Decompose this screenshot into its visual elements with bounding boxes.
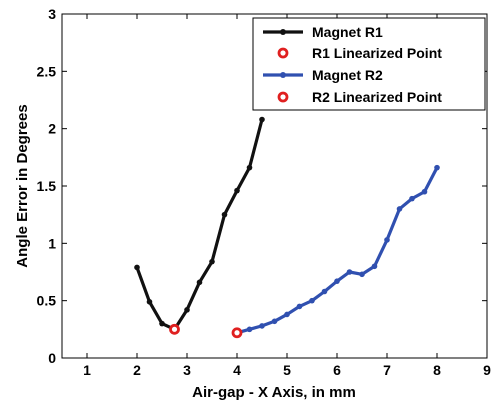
y-tick-label: 0 — [48, 350, 56, 366]
data-point — [434, 164, 440, 171]
data-point — [296, 303, 303, 310]
series-layer — [134, 116, 440, 339]
x-tick-label: 6 — [333, 362, 341, 378]
data-point — [421, 188, 428, 195]
data-point — [221, 211, 228, 218]
series-r2-linearized-point — [231, 327, 243, 339]
x-tick-label: 7 — [383, 362, 391, 378]
data-point — [284, 311, 290, 318]
data-point — [371, 263, 378, 270]
x-tick-label: 8 — [433, 362, 441, 378]
data-point — [196, 279, 203, 286]
x-tick-label: 2 — [133, 362, 141, 378]
x-tick-label: 5 — [283, 362, 291, 378]
data-point — [409, 195, 415, 202]
data-point — [321, 288, 328, 295]
legend-item-magnet-r1: Magnet R1 — [263, 24, 383, 40]
data-point — [309, 297, 315, 304]
legend-item-r2-linearized-point: R2 Linearized Point — [277, 89, 442, 105]
x-axis-title: Air-gap - X Axis, in mm — [192, 384, 356, 401]
y-tick-label: 3 — [48, 6, 56, 22]
data-point — [271, 318, 278, 325]
linearized-point — [231, 327, 243, 339]
ticks — [62, 13, 488, 359]
data-point — [359, 271, 365, 278]
legend-label: R2 Linearized Point — [312, 89, 442, 105]
tick-labels: 1 2 3 4 5 6 7 8 9 0 0.5 1 1.5 2 2.5 3 — [37, 6, 492, 378]
x-tick-label: 1 — [83, 362, 91, 378]
legend-swatch-marker — [277, 47, 289, 59]
legend-label: Magnet R2 — [312, 67, 383, 83]
legend-swatch-marker — [277, 91, 289, 103]
x-tick-label: 4 — [233, 362, 241, 378]
data-point — [334, 278, 340, 284]
data-point — [346, 269, 353, 275]
series-r1-linearized-point — [169, 323, 180, 335]
data-point — [146, 299, 153, 305]
data-point — [246, 164, 253, 171]
legend-swatch-marker — [280, 29, 286, 35]
data-point — [246, 326, 253, 333]
data-point — [209, 258, 215, 265]
legend-label: Magnet R1 — [312, 24, 383, 40]
y-tick-label: 2.5 — [37, 63, 57, 79]
data-point — [259, 116, 265, 123]
legend: Magnet R1 R1 Linearized Point Magnet R2 R2 … — [252, 17, 486, 111]
data-point — [159, 320, 165, 327]
y-tick-label: 1 — [48, 235, 56, 251]
data-point — [234, 187, 240, 194]
y-axis-title: Angle Error in Degrees — [14, 104, 31, 267]
y-tick-label: 0.5 — [37, 293, 57, 309]
y-tick-label: 2 — [48, 121, 56, 137]
data-point — [134, 264, 140, 271]
linearized-point — [169, 323, 180, 335]
data-point — [396, 206, 403, 212]
x-tick-label: 3 — [183, 362, 191, 378]
legend-item-magnet-r2: Magnet R2 — [263, 67, 383, 83]
series-magnet-r1 — [134, 116, 265, 333]
legend-swatch-marker — [280, 72, 286, 78]
legend-item-r1-linearized-point: R1 Linearized Point — [277, 45, 442, 61]
legend-label: R1 Linearized Point — [312, 45, 442, 61]
y-tick-label: 1.5 — [37, 178, 57, 194]
data-point — [384, 237, 390, 243]
x-tick-label: 9 — [483, 362, 491, 378]
data-point — [259, 323, 265, 329]
data-point — [184, 307, 190, 313]
